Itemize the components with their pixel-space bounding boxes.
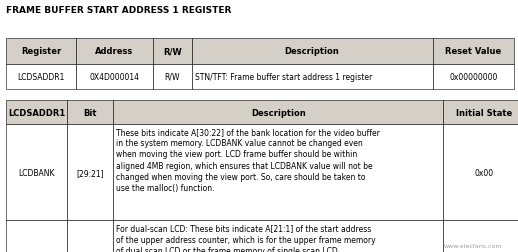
Bar xyxy=(192,39,433,64)
Text: R/W: R/W xyxy=(163,47,182,56)
Bar xyxy=(6,64,76,89)
Bar xyxy=(67,125,113,220)
Text: R/W: R/W xyxy=(165,72,180,81)
Bar xyxy=(6,125,67,220)
Bar xyxy=(433,64,514,89)
Text: For dual-scan LCD: These bits indicate A[21:1] of the start address
of the upper: For dual-scan LCD: These bits indicate A… xyxy=(116,224,376,252)
Text: Initial State: Initial State xyxy=(456,108,512,117)
Text: Reset Value: Reset Value xyxy=(445,47,501,56)
Bar xyxy=(113,220,443,252)
Bar xyxy=(113,101,443,125)
Bar xyxy=(113,125,443,220)
Bar xyxy=(76,39,153,64)
Text: Register: Register xyxy=(21,47,61,56)
Text: Address: Address xyxy=(95,47,134,56)
Text: [29:21]: [29:21] xyxy=(76,168,104,177)
Bar xyxy=(443,220,518,252)
Text: 0X4D000014: 0X4D000014 xyxy=(90,72,139,81)
Text: STN/TFT: Frame buffer start address 1 register: STN/TFT: Frame buffer start address 1 re… xyxy=(195,72,372,81)
Bar xyxy=(6,101,67,125)
Text: These bits indicate A[30:22] of the bank location for the video buffer
in the sy: These bits indicate A[30:22] of the bank… xyxy=(116,128,380,192)
Bar xyxy=(443,125,518,220)
Bar xyxy=(76,64,153,89)
Text: LCDSADDR1: LCDSADDR1 xyxy=(18,72,65,81)
Text: LCDSADDR1: LCDSADDR1 xyxy=(8,108,65,117)
Text: Description: Description xyxy=(251,108,306,117)
Bar xyxy=(67,101,113,125)
Bar xyxy=(153,64,192,89)
Bar xyxy=(153,39,192,64)
Text: FRAME BUFFER START ADDRESS 1 REGISTER: FRAME BUFFER START ADDRESS 1 REGISTER xyxy=(6,6,232,15)
Text: www.elecfans.com: www.elecfans.com xyxy=(444,243,502,248)
Text: 0x00000000: 0x00000000 xyxy=(449,72,497,81)
Bar xyxy=(67,220,113,252)
Bar xyxy=(6,39,76,64)
Bar xyxy=(192,64,433,89)
Text: 0x00: 0x00 xyxy=(474,168,493,177)
Text: Bit: Bit xyxy=(83,108,97,117)
Text: LCDBANK: LCDBANK xyxy=(19,168,55,177)
Bar xyxy=(6,220,67,252)
Bar xyxy=(443,101,518,125)
Bar xyxy=(433,39,514,64)
Text: Description: Description xyxy=(285,47,339,56)
